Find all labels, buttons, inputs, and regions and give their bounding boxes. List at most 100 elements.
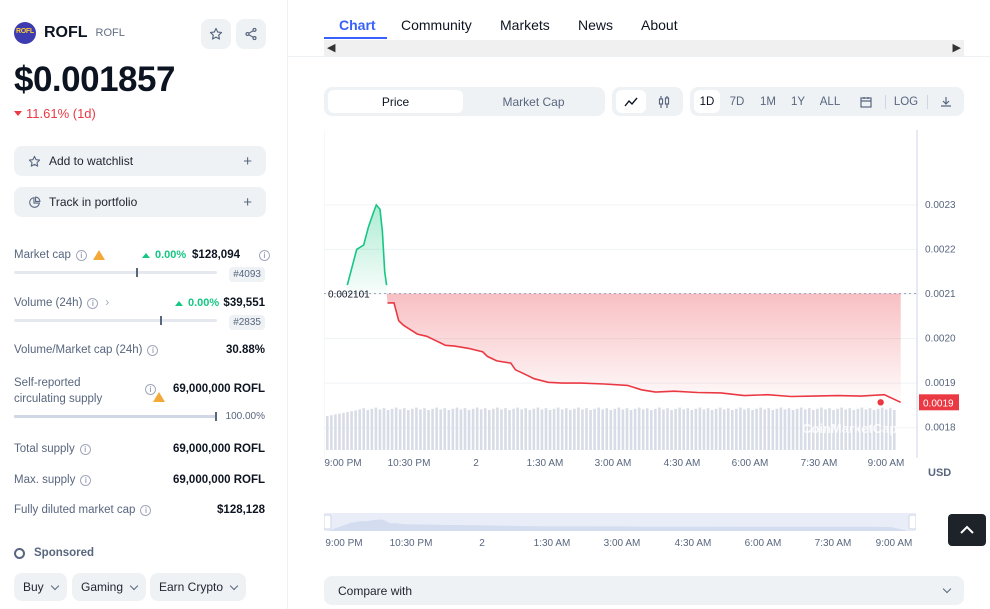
- x-tick-label: 6:00 AM: [731, 458, 769, 469]
- volume-bar: [581, 409, 584, 450]
- compare-with-label: Compare with: [338, 583, 413, 598]
- volume-bar: [710, 410, 714, 450]
- info-icon[interactable]: i: [75, 249, 87, 261]
- volume-bar: [601, 409, 604, 450]
- volume-bar: [807, 408, 811, 450]
- volume-bar: [516, 407, 519, 450]
- info-icon[interactable]: i: [259, 250, 270, 261]
- volume-bar: [544, 408, 548, 450]
- coin-header: ROFL ROFL ROFL: [14, 22, 125, 44]
- volume-bar: [334, 414, 337, 450]
- tab-about[interactable]: About: [641, 17, 678, 33]
- up-arrow-icon: [142, 252, 150, 258]
- volume-bar: [726, 408, 730, 450]
- volume-bar: [512, 408, 515, 450]
- tag-earn-crypto[interactable]: Earn Crypto: [150, 573, 247, 601]
- circulating-supply-bar-marker: [215, 412, 217, 421]
- volume-bar: [755, 408, 758, 450]
- volume-bar: [791, 410, 795, 450]
- volume-bar: [366, 410, 370, 450]
- volume-label: Volume (24h) i ›: [14, 297, 110, 309]
- range-1m[interactable]: 1M: [760, 95, 776, 108]
- favorite-button[interactable]: [201, 19, 231, 49]
- tag-buy[interactable]: Buy: [14, 573, 67, 601]
- share-button[interactable]: [236, 19, 266, 49]
- scroll-left-icon[interactable]: ◀: [327, 42, 336, 54]
- range-7d[interactable]: 7D: [729, 95, 745, 108]
- volume-bar: [411, 408, 414, 450]
- currency-label[interactable]: USD: [928, 467, 952, 479]
- info-icon[interactable]: i: [140, 504, 152, 516]
- navigator-handle-right: [908, 514, 917, 530]
- line-chart-button[interactable]: [616, 90, 646, 113]
- volume-bar: [880, 407, 884, 450]
- volume-bar: [492, 408, 495, 450]
- volume-bar: [358, 409, 361, 450]
- download-button[interactable]: [933, 90, 959, 113]
- sponsored-heading: Sponsored: [14, 547, 94, 559]
- chevron-right-icon[interactable]: ›: [105, 297, 110, 309]
- info-icon[interactable]: i: [80, 474, 92, 486]
- market-cap-value: $128,094: [192, 249, 240, 261]
- price-tab[interactable]: Price: [328, 90, 463, 113]
- warning-icon[interactable]: [153, 392, 165, 402]
- calendar-button[interactable]: [853, 90, 879, 113]
- volume-bar: [678, 407, 681, 450]
- volume-bar: [698, 407, 702, 450]
- chevron-down-icon: [229, 581, 239, 590]
- volume-bar: [475, 407, 479, 450]
- volume-bar: [496, 407, 499, 450]
- price-chart-svg: 0.0023 0.0022 0.0021 0.0020 0.0019 0.0018 Coin…: [323, 130, 959, 458]
- volume-bar: [605, 408, 609, 450]
- range-all[interactable]: ALL: [819, 95, 841, 108]
- volume-bar: [743, 409, 746, 450]
- volume-bar: [824, 409, 827, 450]
- candlestick-button[interactable]: [649, 90, 679, 113]
- volume-bar: [690, 410, 694, 450]
- warning-icon[interactable]: [92, 250, 105, 260]
- info-icon[interactable]: i: [145, 384, 156, 395]
- volume-bar: [415, 407, 418, 450]
- volume-bar: [629, 410, 633, 450]
- tab-community[interactable]: Community: [401, 17, 472, 33]
- volume-bar: [423, 408, 426, 450]
- add-to-watchlist-button[interactable]: Add to watchlist +: [14, 146, 266, 176]
- chevron-up-icon: [960, 525, 974, 534]
- log-scale-button[interactable]: LOG: [893, 95, 919, 108]
- scroll-to-top-button[interactable]: [948, 514, 986, 546]
- price-chart[interactable]: 0.0023 0.0022 0.0021 0.0020 0.0019 0.0018 Coin…: [323, 130, 990, 490]
- volume-bar: [872, 410, 876, 450]
- circulating-supply-label: Self-reported circulating supply: [14, 377, 103, 405]
- total-supply-label: Total supply i: [14, 443, 91, 455]
- volume-bar: [577, 407, 580, 450]
- volume-bar: [552, 408, 556, 450]
- volume-bar: [455, 407, 459, 450]
- info-icon[interactable]: i: [147, 344, 159, 356]
- volume-bar: [658, 407, 661, 450]
- tag-gaming[interactable]: Gaming: [72, 573, 147, 601]
- compare-with-dropdown[interactable]: Compare with: [324, 576, 964, 605]
- chart-navigator[interactable]: [323, 513, 917, 531]
- fdv-label: Fully diluted market cap i: [14, 504, 152, 516]
- volume-bar: [354, 410, 357, 450]
- up-arrow-icon: [175, 300, 183, 306]
- market-cap-tab[interactable]: Market Cap: [502, 94, 565, 109]
- volume-bar: [812, 410, 815, 450]
- scroll-right-icon[interactable]: ▶: [952, 42, 961, 54]
- volume-bar: [407, 410, 410, 450]
- tab-scroller[interactable]: ◀ ▶: [324, 40, 964, 56]
- info-icon[interactable]: i: [87, 297, 99, 309]
- volume-bar: [14, 316, 217, 325]
- info-icon[interactable]: i: [79, 443, 91, 455]
- volume-bar: [718, 407, 722, 450]
- track-portfolio-button[interactable]: Track in portfolio +: [14, 187, 266, 217]
- volume-bar: [500, 409, 503, 450]
- tab-chart[interactable]: Chart: [339, 17, 376, 33]
- range-1y[interactable]: 1Y: [790, 95, 806, 108]
- market-cap-rank: #4093: [229, 267, 265, 282]
- range-1d[interactable]: 1D: [694, 90, 720, 113]
- volume-bar: [654, 408, 657, 450]
- tab-markets[interactable]: Markets: [500, 17, 550, 33]
- tab-news[interactable]: News: [578, 17, 614, 33]
- coin-tabs: Chart Community Markets News About: [324, 0, 964, 40]
